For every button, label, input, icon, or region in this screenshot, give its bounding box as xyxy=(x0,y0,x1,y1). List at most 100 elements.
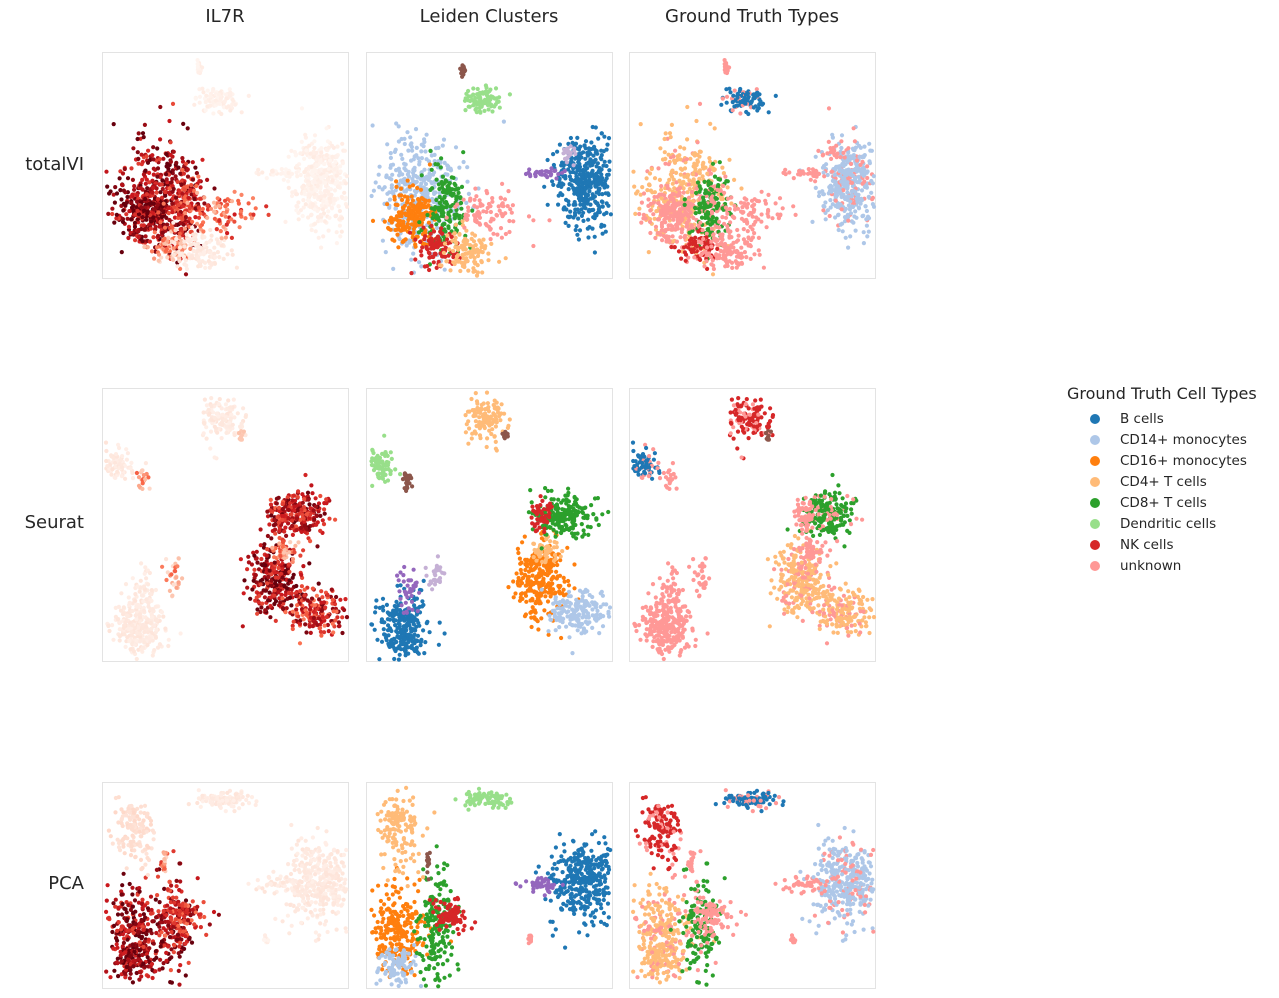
scatter-point xyxy=(822,174,827,179)
scatter-point xyxy=(281,177,286,182)
scatter-point xyxy=(825,172,830,178)
scatter-point xyxy=(471,86,476,91)
scatter-point xyxy=(510,203,515,208)
scatter-point xyxy=(391,266,396,271)
scatter-point xyxy=(502,197,508,202)
scatter-point xyxy=(157,224,162,229)
scatter-point xyxy=(141,208,147,213)
scatter-point xyxy=(651,200,656,205)
scatter-point xyxy=(198,211,203,216)
scatter-point xyxy=(190,177,196,182)
scatter-point xyxy=(722,58,727,63)
scatter-point xyxy=(145,630,150,635)
scatter-point xyxy=(477,222,483,227)
scatter-point xyxy=(226,104,231,109)
scatter-point xyxy=(127,639,132,644)
scatter-point xyxy=(740,98,745,103)
scatter-point xyxy=(701,195,706,200)
scatter-point xyxy=(455,186,460,192)
scatter-point xyxy=(153,635,158,640)
scatter-point xyxy=(482,90,487,95)
scatter-point xyxy=(583,193,588,198)
scatter-point xyxy=(383,250,388,255)
scatter-point xyxy=(446,210,451,215)
scatter-point xyxy=(183,215,188,220)
scatter-point xyxy=(656,217,661,222)
scatter-point xyxy=(459,243,464,248)
scatter-point xyxy=(326,228,331,233)
scatter-point xyxy=(229,199,235,204)
scatter-point xyxy=(473,249,478,254)
scatter-point xyxy=(662,136,667,142)
scatter-point xyxy=(851,188,856,193)
scatter-point xyxy=(132,184,137,189)
scatter-point xyxy=(293,153,298,158)
scatter-point xyxy=(326,166,331,171)
scatter-point xyxy=(409,194,414,199)
scatter-point xyxy=(743,241,748,246)
scatter-point xyxy=(171,257,176,262)
scatter-point xyxy=(201,90,206,95)
scatter-point xyxy=(215,196,220,201)
scatter-point xyxy=(466,208,471,213)
scatter-point xyxy=(647,171,653,176)
scatter-point xyxy=(446,183,451,188)
scatter-point xyxy=(456,190,461,195)
scatter-point xyxy=(688,156,693,161)
scatter-point xyxy=(164,151,169,157)
scatter-point xyxy=(127,209,132,214)
scatter-point xyxy=(182,244,187,249)
scatter-point xyxy=(687,178,692,183)
scatter-point xyxy=(704,235,709,240)
scatter-point xyxy=(409,144,414,150)
scatter-point xyxy=(791,176,796,181)
scatter-point xyxy=(192,196,197,202)
scatter-point xyxy=(110,206,115,211)
scatter-point xyxy=(437,190,442,196)
scatter-point xyxy=(189,192,194,197)
scatter-point xyxy=(152,623,157,628)
scatter-point xyxy=(735,206,741,211)
scatter-point xyxy=(718,232,723,237)
scatter-point xyxy=(435,162,440,167)
scatter-point xyxy=(471,239,477,244)
scatter-point xyxy=(319,146,324,151)
scatter-point xyxy=(446,241,451,246)
scatter-point xyxy=(724,179,729,184)
scatter-point xyxy=(141,135,146,140)
scatter-point xyxy=(475,100,480,105)
scatter-point xyxy=(296,200,301,205)
scatter-point xyxy=(279,167,284,172)
scatter-point xyxy=(139,205,144,210)
scatter-point xyxy=(407,184,412,189)
scatter-point xyxy=(185,200,190,205)
scatter-point xyxy=(853,209,858,214)
scatter-point xyxy=(451,260,456,265)
scatter-point xyxy=(312,133,318,138)
scatter-point xyxy=(428,148,433,153)
scatter-point xyxy=(479,259,484,264)
scatter-plot xyxy=(104,58,350,277)
scatter-point xyxy=(414,145,419,150)
scatter-point xyxy=(411,251,416,256)
scatter-point xyxy=(778,212,783,217)
scatter-point xyxy=(711,266,716,272)
scatter-point xyxy=(485,99,490,104)
scatter-point xyxy=(321,234,326,239)
scatter-point xyxy=(229,248,234,253)
scatter-point xyxy=(679,256,684,261)
scatter-point xyxy=(693,235,698,240)
scatter-point xyxy=(184,266,189,272)
scatter-point xyxy=(223,204,228,209)
scatter-point xyxy=(419,253,424,258)
scatter-point xyxy=(125,194,130,200)
scatter-point xyxy=(638,192,643,197)
scatter-point xyxy=(173,228,178,233)
scatter-point xyxy=(155,645,161,650)
scatter-point xyxy=(319,218,324,223)
scatter-point xyxy=(862,144,867,149)
scatter-point xyxy=(150,153,155,158)
scatter-point xyxy=(168,180,174,185)
scatter-point xyxy=(583,206,588,211)
scatter-point xyxy=(730,108,735,113)
